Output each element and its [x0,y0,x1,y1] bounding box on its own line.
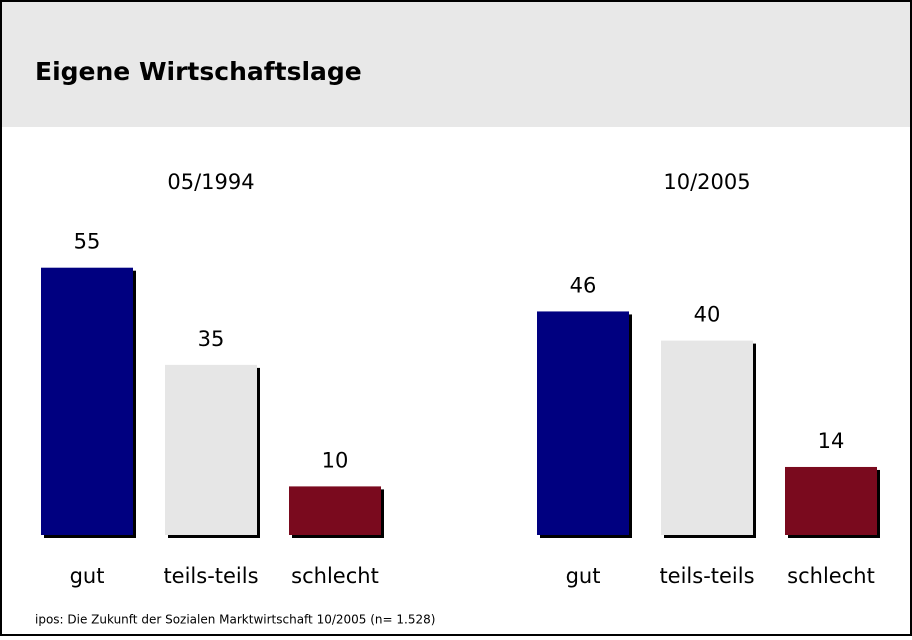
category-label: gut [70,564,105,588]
page-title: Eigene Wirtschaftslage [35,57,362,86]
category-label: teils-teils [163,564,258,588]
category-label: teils-teils [659,564,754,588]
bar [41,267,133,535]
source-note: ipos: Die Zukunft der Sozialen Marktwirt… [35,613,435,627]
bar [537,311,629,535]
bar [661,340,753,535]
category-label: schlecht [291,564,379,588]
category-label: schlecht [787,564,875,588]
group-title: 10/2005 [663,170,750,194]
value-label: 55 [74,230,101,254]
bar [165,364,257,535]
value-label: 46 [570,273,597,297]
header-band [0,0,912,127]
bar [785,466,877,535]
value-label: 40 [694,303,721,327]
value-label: 14 [818,429,845,453]
bar [289,486,381,535]
value-label: 35 [198,327,225,351]
value-label: 10 [322,448,349,472]
category-label: gut [566,564,601,588]
group-title: 05/1994 [167,170,254,194]
